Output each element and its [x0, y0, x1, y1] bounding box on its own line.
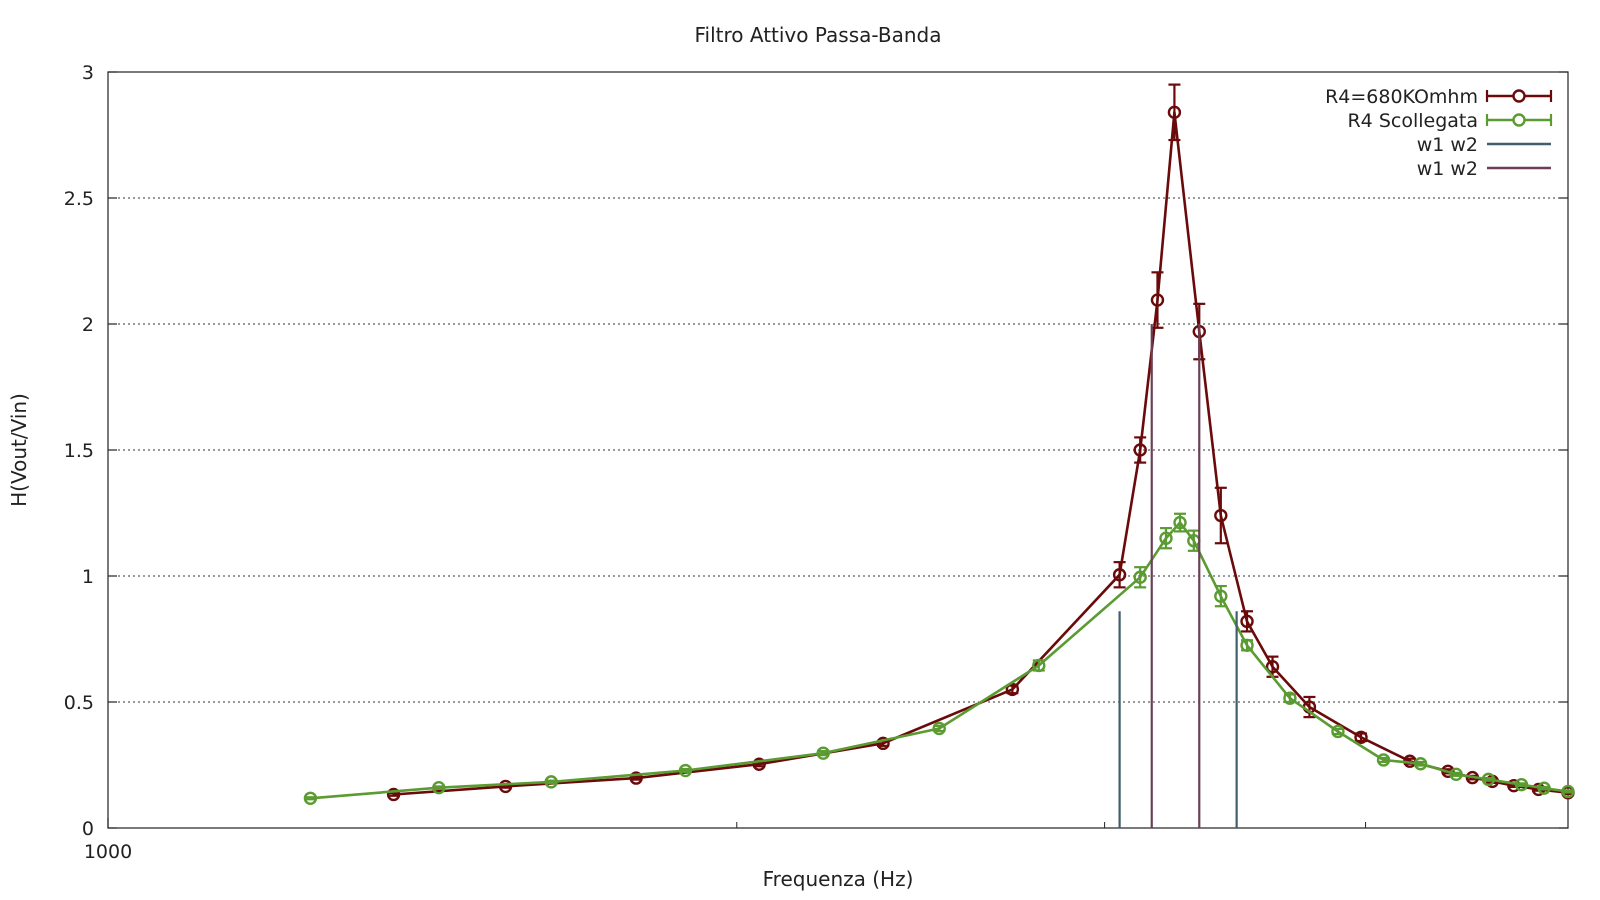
legend-label: w1 w2: [1417, 158, 1478, 180]
data-point: [1283, 691, 1297, 705]
data-point: [1240, 638, 1254, 652]
y-tick-label: 1: [82, 566, 94, 588]
data-point: [1413, 757, 1428, 771]
chart-title: Filtro Attivo Passa-Banda: [694, 23, 941, 47]
y-tick-label: 2: [82, 314, 94, 336]
y-tick-label: 2.5: [64, 188, 94, 210]
data-point: [1449, 767, 1463, 782]
grid-lines: [108, 71, 1568, 703]
series-1: [386, 83, 1575, 802]
data-point: [1481, 772, 1496, 787]
data-point: [1331, 724, 1345, 739]
x-tick-label: 1000: [84, 841, 132, 863]
data-point: [544, 775, 558, 789]
data-point: [629, 771, 643, 785]
data-point: [498, 779, 513, 794]
data-point: [1214, 508, 1228, 523]
data-point: [1561, 784, 1575, 799]
data-point: [303, 791, 318, 805]
data-point: [1265, 660, 1280, 674]
series-4: [1150, 324, 1201, 828]
data-point: [386, 787, 401, 802]
data-point: [752, 757, 766, 771]
legend-label: R4=680KOmhm: [1325, 86, 1478, 108]
y-tick-label: 3: [82, 62, 94, 84]
x-axis-ticks: 1000: [84, 818, 1569, 863]
x-axis-label: Frequenza (Hz): [763, 867, 914, 891]
data-point: [1240, 614, 1254, 629]
y-tick-label: 0.5: [64, 692, 94, 714]
legend-label: R4 Scollegata: [1347, 110, 1478, 132]
data-point: [1514, 777, 1529, 792]
series-2: [303, 512, 1575, 805]
data-point: [1133, 570, 1147, 584]
data-point: [1376, 753, 1391, 767]
data-point: [1150, 293, 1165, 307]
data-point: [1214, 589, 1228, 603]
data-point: [1159, 531, 1173, 545]
y-axis-ticks: 0 0.5 1 1.5 2 2.5 3: [64, 62, 1568, 840]
series-line: [310, 521, 1569, 800]
legend-marker: [1512, 113, 1526, 127]
data-point: [678, 763, 693, 778]
data-point: [816, 746, 830, 760]
y-tick-label: 0: [82, 818, 94, 840]
data-point: [1133, 443, 1147, 457]
data-point: [932, 721, 946, 736]
series-layer: [303, 83, 1575, 828]
y-tick-label: 1.5: [64, 440, 94, 462]
data-point: [1537, 781, 1551, 795]
y-axis-label: H(Vout/Vin): [7, 393, 31, 507]
data-point: [1173, 515, 1187, 530]
series-line: [393, 111, 1569, 796]
data-point: [1032, 658, 1046, 673]
legend-label: w1 w2: [1417, 134, 1478, 156]
legend-marker: [1512, 89, 1526, 103]
data-point: [1112, 568, 1127, 582]
data-point: [1005, 682, 1020, 697]
series-3: [1118, 611, 1238, 828]
data-point: [1167, 105, 1182, 120]
data-point: [432, 780, 446, 795]
data-point: [876, 736, 890, 751]
data-point: [1354, 730, 1368, 744]
